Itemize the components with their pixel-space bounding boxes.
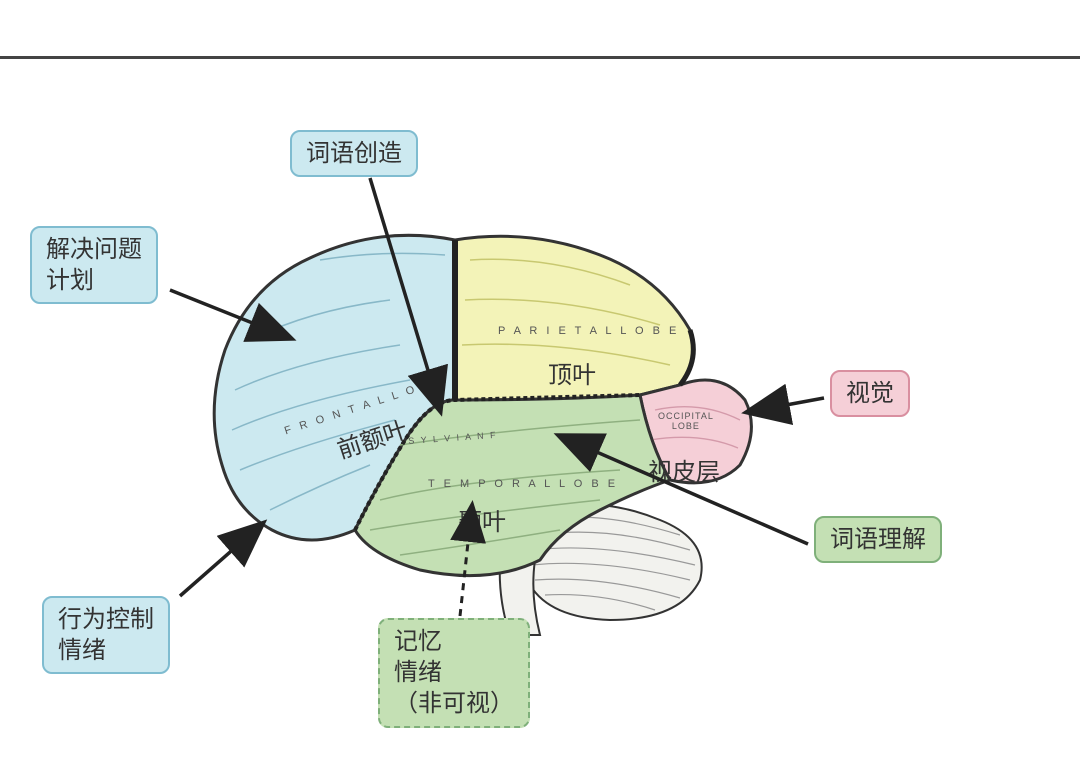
callout-problem-solving: 解决问题 计划 [30, 226, 158, 304]
callout-behavior-emotion: 行为控制 情绪 [42, 596, 170, 674]
callout-memory-emotion: 记忆 情绪 （非可视） [378, 618, 530, 728]
temporal-lobe-label-zh: 颞叶 [458, 502, 506, 537]
parietal-lobe-label-zh: 顶叶 [548, 355, 596, 390]
occipital-lobe-label-zh: 视皮层 [648, 452, 720, 487]
callout-vision: 视觉 [830, 370, 910, 417]
callout-word-understanding: 词语理解 [814, 516, 942, 563]
parietal-lobe-label-en: P A R I E T A L L O B E [498, 325, 679, 337]
temporal-lobe-label-en: T E M P O R A L L O B E [428, 478, 618, 490]
callout-word-creation: 词语创造 [290, 130, 418, 177]
brain-diagram: F R O N T A L L O B E 前额叶 P A R I E T A … [0, 0, 1080, 777]
occipital-lobe-label-en: OCCIPITAL LOBE [658, 412, 714, 432]
